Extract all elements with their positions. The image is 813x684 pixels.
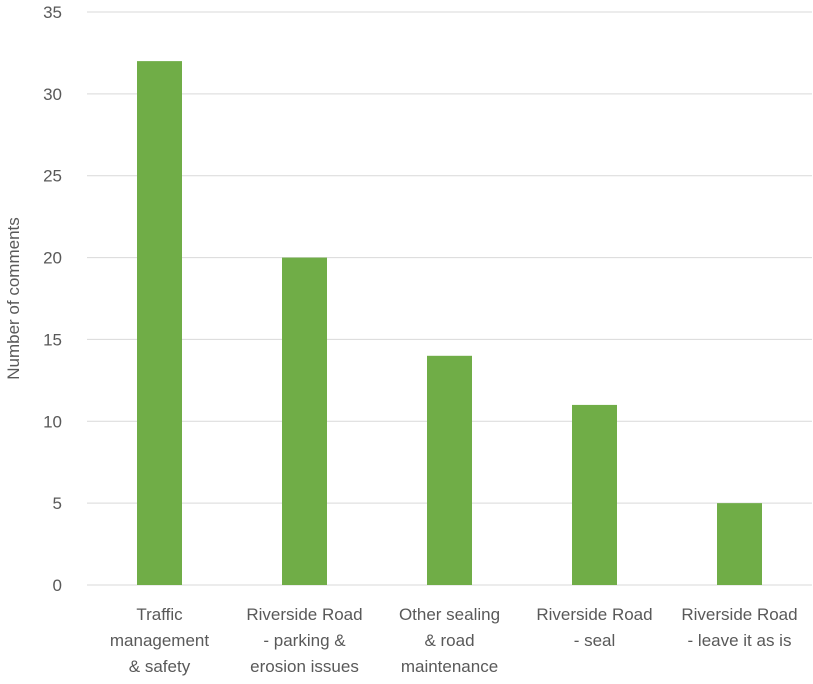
x-category-label: & safety — [129, 657, 191, 676]
y-tick-label: 5 — [53, 494, 62, 513]
bars — [137, 61, 762, 586]
x-category-label: Other sealing — [399, 605, 500, 624]
y-tick-label: 25 — [43, 167, 62, 186]
y-tick-label: 15 — [43, 330, 62, 349]
x-category-label: Riverside Road — [536, 605, 652, 624]
x-category-label: - parking & — [263, 631, 346, 650]
y-tick-label: 30 — [43, 85, 62, 104]
x-category-label: Traffic — [136, 605, 183, 624]
y-axis-label: Number of comments — [4, 217, 23, 380]
x-category-label: & road — [424, 631, 474, 650]
x-category-label: maintenance — [401, 657, 498, 676]
y-tick-label: 10 — [43, 412, 62, 431]
bar — [137, 61, 182, 586]
bar — [717, 503, 762, 585]
bar — [572, 404, 617, 585]
x-category-label: erosion issues — [250, 657, 359, 676]
bar — [427, 355, 472, 585]
y-tick-label: 35 — [43, 3, 62, 22]
x-category-label: - seal — [574, 631, 616, 650]
y-axis-ticks: 0 5 10 15 20 25 30 35 — [43, 3, 62, 595]
x-category-label: Riverside Road — [681, 605, 797, 624]
x-category-label: management — [110, 631, 210, 650]
x-category-label: - leave it as is — [688, 631, 792, 650]
y-tick-label: 0 — [53, 576, 62, 595]
x-axis-categories: Traffic management & safety Riverside Road -… — [110, 605, 798, 676]
y-tick-label: 20 — [43, 249, 62, 268]
bar — [282, 257, 327, 585]
x-category-label: Riverside Road — [246, 605, 362, 624]
